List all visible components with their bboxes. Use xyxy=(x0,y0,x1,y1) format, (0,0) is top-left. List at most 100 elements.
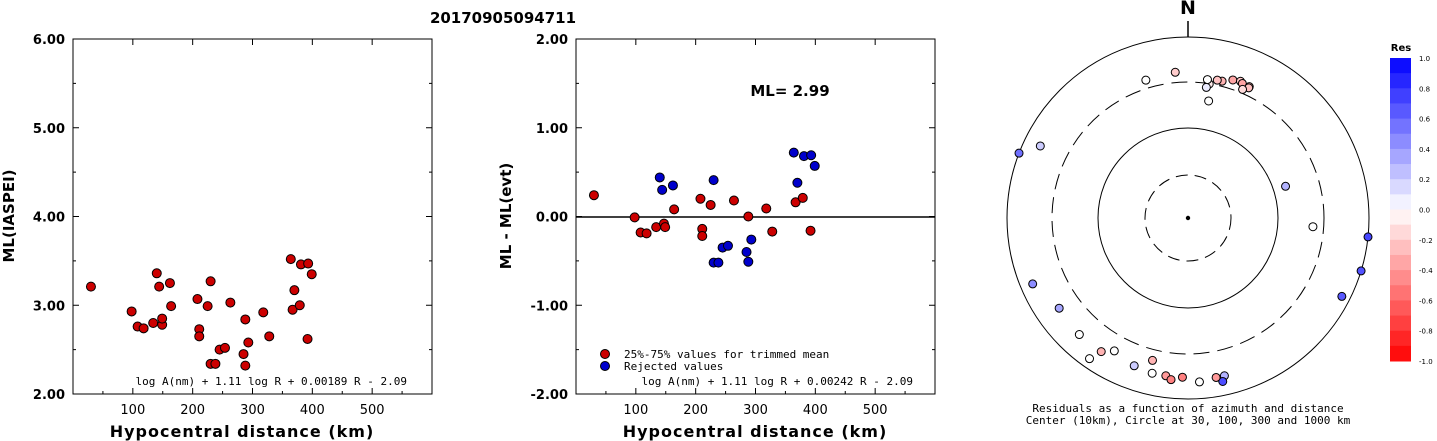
x-axis-label-1: Hypocentral distance (km) xyxy=(110,422,375,441)
center-point xyxy=(1185,215,1191,221)
polar-point xyxy=(1028,279,1038,289)
colorbar-swatch xyxy=(1390,179,1411,195)
data-point xyxy=(151,268,162,279)
colorbar-tick-label: 0.2 xyxy=(1419,176,1430,184)
colorbar-swatch xyxy=(1390,103,1411,120)
colorbar-tick-label: -1.0 xyxy=(1419,358,1433,366)
colorbar-tick-label: 0.8 xyxy=(1419,85,1430,93)
data-point xyxy=(792,177,803,188)
data-point xyxy=(743,211,754,222)
colorbar-swatch xyxy=(1390,88,1411,104)
data-point xyxy=(194,331,205,342)
colorbar-tick-label: 1.0 xyxy=(1419,55,1430,63)
data-point xyxy=(708,175,719,186)
y-axis-label-1: ML(IASPEI) xyxy=(0,169,18,262)
y-tick-label-2: 0.00 xyxy=(536,211,568,226)
data-point xyxy=(697,231,708,242)
data-point xyxy=(294,300,305,311)
data-point xyxy=(238,349,249,360)
polar-point xyxy=(1054,303,1064,313)
polar-point xyxy=(1211,372,1221,382)
colorbar-swatch xyxy=(1390,58,1411,74)
polar-point xyxy=(1177,372,1187,382)
data-point xyxy=(660,222,671,233)
caption-line-2: Center (10km), Circle at 30, 100, 300 an… xyxy=(1026,414,1351,427)
x-tick-label-1: 400 xyxy=(300,403,325,418)
polar-point xyxy=(1141,75,1151,85)
data-point xyxy=(243,337,254,348)
polar-point xyxy=(1085,354,1095,364)
colorbar-tick-label: -0.4 xyxy=(1419,267,1433,275)
data-point xyxy=(767,226,778,237)
chart-azimuth-polar: N Residuals as a function of azimuth and… xyxy=(1006,0,1373,427)
y-tick-label-1: 4.00 xyxy=(33,211,65,226)
y-tick-label-2: 2.00 xyxy=(536,33,568,48)
polar-point xyxy=(1147,368,1157,378)
colorbar-tick-label: 0.0 xyxy=(1419,207,1430,215)
x-tick-label-1: 300 xyxy=(240,403,265,418)
data-point xyxy=(85,281,96,292)
data-point xyxy=(287,304,298,315)
legend-label-rejected: Rejected values xyxy=(624,360,723,373)
colorbar-swatch xyxy=(1390,209,1411,226)
data-point xyxy=(240,314,251,325)
polar-point xyxy=(1096,347,1106,357)
colorbar-tick-label: 0.6 xyxy=(1419,116,1431,124)
polar-point xyxy=(1170,67,1180,77)
data-point xyxy=(741,247,752,257)
colorbar-title: Res xyxy=(1391,43,1411,54)
data-point xyxy=(148,318,159,328)
y-tick-label-1: 2.00 xyxy=(33,388,65,403)
x-tick-label-2: 100 xyxy=(623,403,648,418)
polar-point xyxy=(1363,232,1373,242)
x-axis-label-2: Hypocentral distance (km) xyxy=(623,422,888,441)
polar-point xyxy=(1238,84,1248,94)
x-tick-label-2: 400 xyxy=(803,403,828,418)
data-point xyxy=(669,204,680,215)
polar-point xyxy=(1202,75,1212,85)
x-tick-label-2: 200 xyxy=(683,403,708,418)
data-point xyxy=(588,190,599,201)
data-point xyxy=(805,225,816,236)
colorbar-swatch xyxy=(1390,148,1411,165)
formula-1: log A(nm) + 1.11 log R + 0.00189 R - 2.0… xyxy=(135,375,407,388)
colorbar-tick-label: -0.6 xyxy=(1419,297,1433,305)
polar-point xyxy=(1074,330,1084,340)
polar-point xyxy=(1204,96,1214,106)
data-point xyxy=(306,269,317,280)
chart-ml-iaspei: 100 200 300 400 500 2.00 3.00 4.00 5.00 6.00 ML(I… xyxy=(0,33,433,441)
polar-point xyxy=(1218,376,1228,386)
colorbar-swatch xyxy=(1390,224,1411,241)
data-point xyxy=(657,184,668,195)
data-point xyxy=(164,278,175,289)
data-point xyxy=(705,199,716,210)
polar-point xyxy=(1337,291,1347,301)
data-point xyxy=(641,228,652,239)
polar-point xyxy=(1147,355,1157,365)
y-tick-label-2: -1.00 xyxy=(531,299,568,314)
polar-point xyxy=(1035,141,1045,151)
chart-title: 20170905094711 xyxy=(430,9,576,27)
colorbar-swatch xyxy=(1390,254,1411,271)
y-tick-label-2: -2.00 xyxy=(531,388,568,403)
data-point xyxy=(713,257,724,268)
polar-point xyxy=(1166,375,1176,385)
data-point xyxy=(240,360,251,371)
ring-300km xyxy=(1051,81,1325,355)
colorbar-swatch xyxy=(1390,239,1411,256)
data-point xyxy=(126,306,137,317)
polar-point xyxy=(1356,266,1366,276)
data-point xyxy=(746,234,757,245)
colorbar-tick-label: 0.4 xyxy=(1419,146,1431,154)
data-point xyxy=(743,256,754,267)
colorbar-swatch xyxy=(1390,315,1411,332)
data-point xyxy=(138,323,149,334)
data-point xyxy=(629,212,640,223)
colorbar-swatch xyxy=(1390,164,1411,180)
formula-2: log A(nm) + 1.11 log R + 0.00242 R - 2.0… xyxy=(641,375,913,388)
x-tick-label-1: 500 xyxy=(360,403,385,418)
legend-label-trimmed: 25%-75% values for trimmed mean xyxy=(624,348,829,361)
colorbar-swatch xyxy=(1390,118,1411,135)
data-point xyxy=(302,333,313,344)
